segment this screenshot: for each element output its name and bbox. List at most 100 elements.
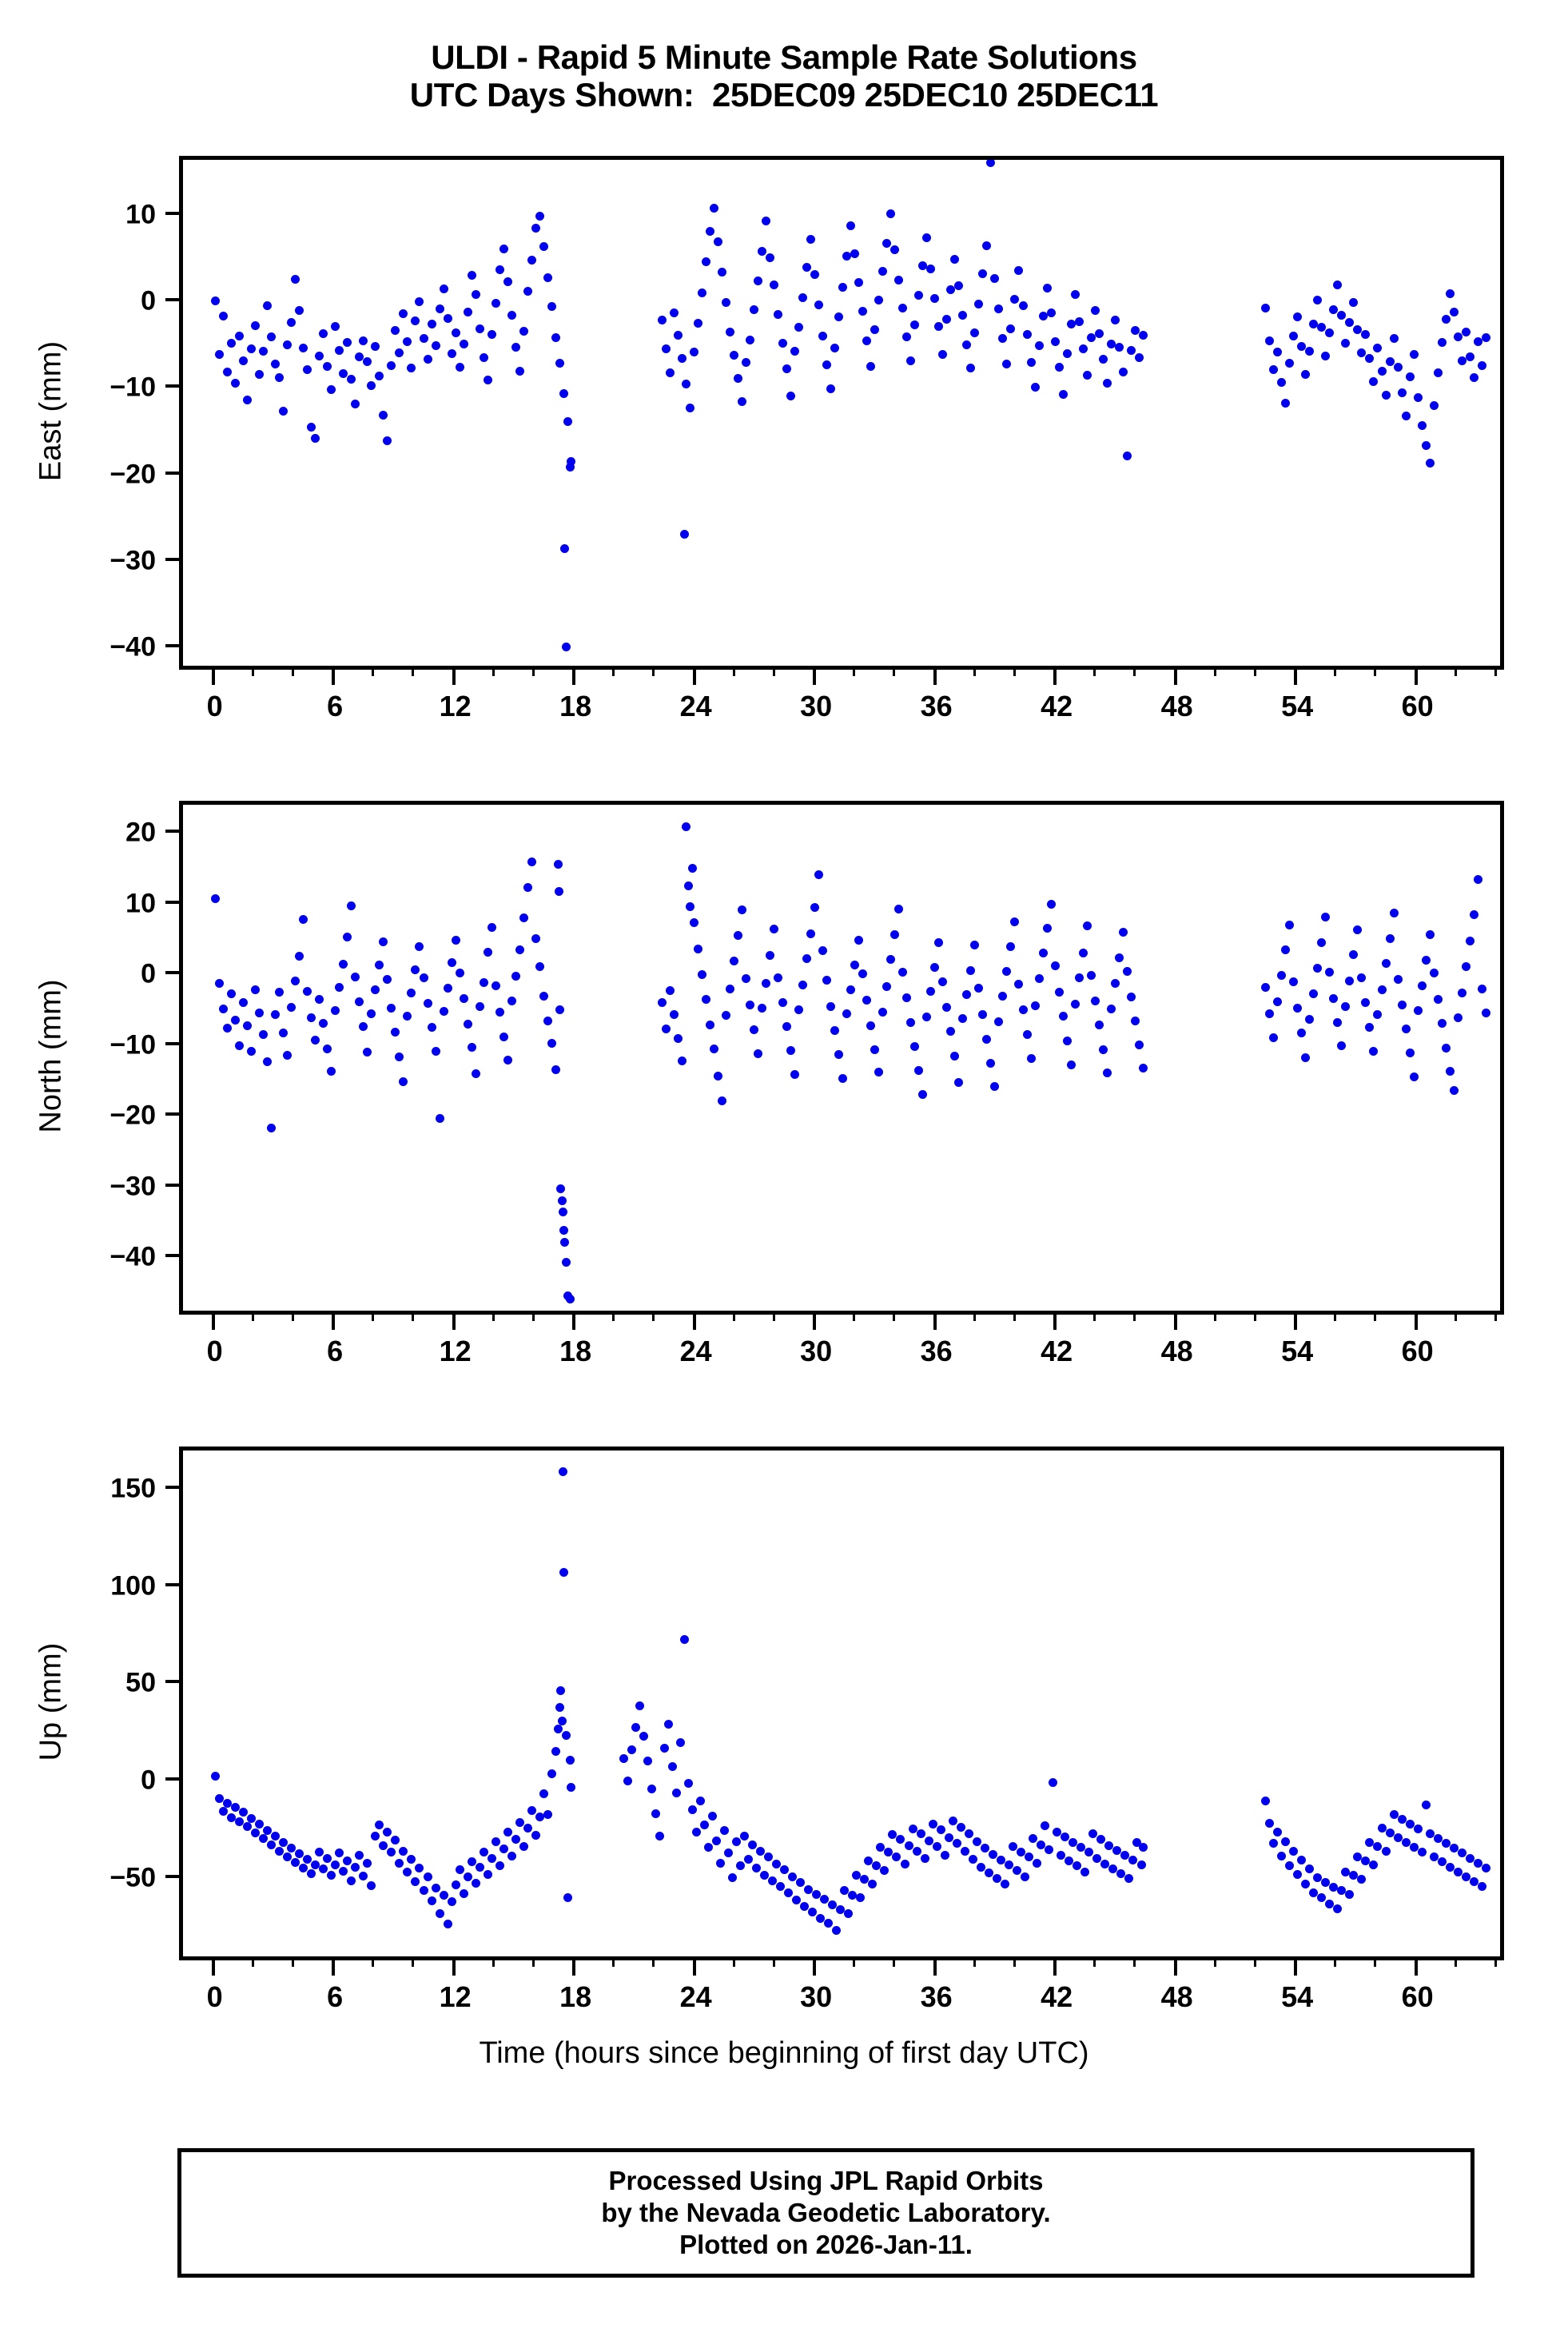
data-point	[964, 1829, 973, 1839]
data-point	[1361, 1856, 1371, 1866]
data-point	[359, 1022, 368, 1032]
data-point	[565, 1755, 575, 1765]
data-point	[1401, 1025, 1411, 1034]
data-point	[503, 1827, 512, 1837]
x-axis-label: Time (hours since beginning of first day…	[479, 2036, 1089, 2070]
data-point	[914, 1066, 924, 1076]
data-point	[315, 1848, 324, 1857]
plot-area-north	[183, 805, 1500, 1311]
data-point	[1409, 1843, 1419, 1852]
x-axis-tick-label: 12	[439, 1980, 472, 2013]
data-point	[699, 1821, 709, 1830]
data-point	[419, 334, 428, 344]
data-point	[1297, 1855, 1307, 1864]
data-point	[958, 311, 968, 320]
x-axis-tick-major: 30	[800, 666, 832, 722]
data-point	[906, 356, 916, 365]
data-point	[986, 160, 996, 167]
data-point	[254, 1008, 264, 1017]
data-point	[455, 363, 464, 372]
data-point	[487, 1853, 496, 1863]
data-point	[710, 1044, 719, 1053]
x-axis-tick-label: 18	[559, 690, 592, 722]
data-point	[1069, 1838, 1078, 1848]
data-point	[423, 999, 432, 1009]
data-point	[1098, 355, 1108, 364]
plot-area-up	[183, 1451, 1500, 1956]
data-point	[759, 1871, 769, 1880]
data-point	[1042, 283, 1052, 292]
data-point	[222, 1798, 232, 1808]
data-point	[475, 1001, 484, 1011]
data-point	[1457, 988, 1467, 997]
data-point	[1413, 1825, 1423, 1834]
data-point	[932, 1841, 941, 1851]
data-point	[746, 1001, 755, 1010]
y-axis-tick: 0	[141, 1765, 183, 1796]
y-axis-tick: −40	[109, 631, 183, 662]
data-point	[391, 1027, 400, 1037]
data-point	[399, 1846, 408, 1856]
data-point	[455, 969, 464, 978]
data-point	[463, 307, 472, 316]
data-point	[1333, 1018, 1343, 1028]
data-point	[1130, 1016, 1140, 1025]
data-point	[884, 1848, 893, 1857]
data-point	[511, 971, 520, 981]
data-point	[826, 384, 835, 394]
data-point	[1345, 976, 1355, 985]
data-point	[666, 986, 675, 996]
x-axis-tick-label: 48	[1160, 1335, 1193, 1367]
data-point	[1038, 312, 1048, 321]
data-point	[463, 1872, 472, 1881]
data-point	[262, 301, 272, 311]
y-axis-tick: 50	[125, 1668, 183, 1698]
data-point	[1405, 372, 1415, 382]
data-point	[1357, 348, 1367, 357]
data-point	[303, 987, 312, 997]
data-point	[1309, 1888, 1319, 1898]
data-point	[731, 1837, 741, 1846]
data-point	[503, 277, 512, 287]
data-point	[367, 1880, 376, 1890]
data-point	[1139, 1843, 1148, 1852]
y-axis-tick: 150	[110, 1473, 183, 1503]
data-point	[539, 241, 548, 251]
panel-east: 10 0 −10 −20 −30 −40 0 6 12 18 24 30 36 42 48 54 60	[109, 156, 1504, 722]
data-point	[1469, 1876, 1478, 1886]
data-point	[270, 1010, 280, 1020]
x-axis-tick-major: 18	[559, 1311, 591, 1367]
data-point	[1057, 1850, 1066, 1860]
x-axis-tick-minor	[1454, 666, 1457, 676]
data-point	[343, 1856, 352, 1865]
data-point	[1277, 1852, 1287, 1861]
data-point	[495, 265, 504, 274]
data-point	[1353, 1852, 1363, 1862]
y-axis-tick: 10	[125, 199, 183, 229]
data-point	[738, 397, 747, 407]
data-point	[391, 1836, 400, 1845]
x-axis-tick-label: 6	[327, 1980, 344, 2013]
x-axis-tick-label: 12	[439, 1335, 472, 1367]
data-point	[1437, 1019, 1447, 1029]
y-axis-tick-label: −20	[109, 459, 156, 490]
data-point	[1034, 974, 1044, 984]
data-point	[459, 994, 468, 1004]
data-point	[250, 985, 260, 994]
x-axis-tick-major: 24	[680, 1311, 712, 1367]
data-point	[515, 945, 524, 954]
y-axis-tick: −30	[109, 545, 183, 575]
data-point	[507, 311, 516, 320]
x-axis-tick-major: 42	[1041, 666, 1073, 722]
data-point	[818, 945, 827, 955]
x-axis-tick-minor	[1013, 1311, 1016, 1321]
data-point	[710, 204, 719, 213]
x-axis-tick-minor	[1253, 1311, 1256, 1321]
y-axis-tick: 0	[141, 959, 183, 989]
data-point	[1008, 1841, 1017, 1851]
x-axis-tick-major: 0	[207, 666, 223, 722]
data-point	[499, 1844, 508, 1853]
data-point	[938, 349, 948, 359]
data-point	[565, 1295, 575, 1304]
data-point	[1022, 1030, 1032, 1040]
